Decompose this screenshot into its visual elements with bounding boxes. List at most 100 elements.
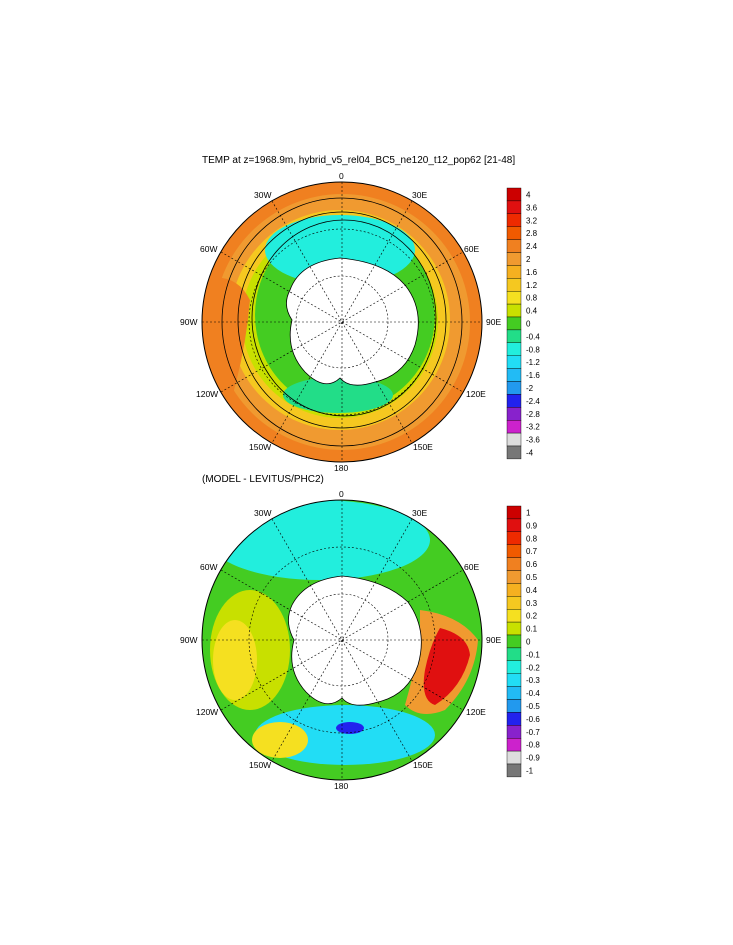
top-colorbar-label-1: 3.6 bbox=[526, 203, 538, 212]
bottom-colorbar-swatch-7 bbox=[506, 596, 522, 610]
bottom-colorbar-swatch-6 bbox=[506, 583, 522, 597]
bottom-colorbar-swatch-9 bbox=[506, 621, 522, 636]
bottom-antarctica bbox=[288, 575, 422, 706]
bottom-colorbar-swatch-18 bbox=[506, 738, 522, 752]
bottom-colorbar-label-10: 0 bbox=[526, 637, 531, 646]
top-lon-120e: 120E bbox=[466, 389, 486, 399]
top-graticule bbox=[202, 182, 482, 462]
bottom-field-blue-patch bbox=[336, 722, 364, 734]
bottom-lon-60e: 60E bbox=[464, 562, 479, 572]
top-colorbar-swatch-5 bbox=[506, 252, 522, 266]
bottom-lon-150w: 150W bbox=[249, 760, 271, 770]
bottom-map: 0 30E 60E 90E 120E 150E 180 150W 120W 90… bbox=[180, 489, 501, 791]
top-contour3 bbox=[251, 219, 437, 417]
bottom-lon-90w: 90W bbox=[180, 635, 197, 645]
bottom-colorbar-label-12: -0.2 bbox=[526, 663, 540, 672]
top-colorbar-label-4: 2.4 bbox=[526, 242, 538, 251]
bottom-colorbar-label-20: -1 bbox=[526, 766, 534, 775]
top-colorbar-label-13: -1.2 bbox=[526, 358, 540, 367]
bottom-colorbar-label-4: 0.6 bbox=[526, 560, 538, 569]
bottom-colorbar-swatch-8 bbox=[506, 609, 522, 623]
bottom-colorbar-label-7: 0.3 bbox=[526, 599, 538, 608]
bottom-colorbar-swatch-2 bbox=[506, 531, 522, 545]
top-colorbar-swatch-16 bbox=[506, 394, 522, 408]
bottom-field-cyan-north bbox=[210, 500, 430, 580]
bottom-graticule bbox=[202, 500, 482, 780]
bottom-field-red-east bbox=[423, 628, 470, 705]
bottom-colorbar-swatch-16 bbox=[506, 712, 522, 726]
top-colorbar-swatch-12 bbox=[506, 342, 522, 356]
bottom-colorbar-swatch-0 bbox=[506, 505, 522, 520]
bottom-colorbar-swatch-17 bbox=[506, 725, 522, 739]
top-colorbar-swatch-9 bbox=[506, 303, 522, 318]
bottom-lon-30e: 30E bbox=[412, 508, 427, 518]
top-colorbar-swatch-10 bbox=[506, 316, 522, 331]
bottom-colorbar-swatch-4 bbox=[506, 557, 522, 571]
bottom-lon-150e: 150E bbox=[413, 760, 433, 770]
top-colorbar-swatch-19 bbox=[506, 432, 522, 447]
bottom-lon-90e: 90E bbox=[486, 635, 501, 645]
top-panel-title: TEMP at z=1968.9m, hybrid_v5_rel04_BC5_n… bbox=[202, 155, 516, 166]
top-colorbar-swatch-6 bbox=[506, 265, 522, 279]
bottom-colorbar-swatch-5 bbox=[506, 570, 522, 584]
bottom-colorbar-swatch-11 bbox=[506, 647, 522, 662]
bottom-colorbar-swatch-20 bbox=[506, 763, 522, 778]
bottom-lon-30w: 30W bbox=[254, 508, 271, 518]
top-colorbar-label-12: -0.8 bbox=[526, 345, 540, 354]
bottom-colorbar-swatch-13 bbox=[506, 673, 522, 687]
top-colorbar-swatch-8 bbox=[506, 291, 522, 305]
bottom-lon-120w: 120W bbox=[196, 707, 218, 717]
bottom-lon-0: 0 bbox=[339, 489, 344, 499]
bottom-colorbar-label-9: 0.1 bbox=[526, 625, 538, 634]
top-map: 0 30E 60E 90E 120E 150E 180 150W 120W 90… bbox=[180, 171, 501, 473]
top-lon-180: 180 bbox=[334, 463, 348, 473]
top-lon-90e: 90E bbox=[486, 317, 501, 327]
bottom-lon-120e: 120E bbox=[466, 707, 486, 717]
top-colorbar-label-20: -4 bbox=[526, 448, 534, 457]
top-lon-0: 0 bbox=[339, 171, 344, 181]
bottom-colorbar-label-1: 0.9 bbox=[526, 521, 538, 530]
top-colorbar-swatch-7 bbox=[506, 278, 522, 292]
bottom-colorbar-swatch-3 bbox=[506, 544, 522, 558]
bottom-colorbar-label-17: -0.7 bbox=[526, 728, 540, 737]
bottom-colorbar-label-19: -0.9 bbox=[526, 754, 540, 763]
bottom-colorbar-swatch-1 bbox=[506, 518, 522, 533]
top-colorbar-swatch-15 bbox=[506, 381, 522, 395]
top-colorbar-swatch-1 bbox=[506, 200, 522, 214]
bottom-colorbar-swatch-14 bbox=[506, 686, 522, 700]
top-colorbar-label-19: -3.6 bbox=[526, 436, 540, 445]
top-antarctica bbox=[286, 257, 419, 386]
top-lon-120w: 120W bbox=[196, 389, 218, 399]
top-colorbar-swatch-13 bbox=[506, 355, 522, 369]
top-lon-30w: 30W bbox=[254, 190, 271, 200]
top-colorbar-label-18: -3.2 bbox=[526, 423, 540, 432]
top-lon-90w: 90W bbox=[180, 317, 197, 327]
top-lon-60w: 60W bbox=[200, 244, 217, 254]
bottom-colorbar-label-11: -0.1 bbox=[526, 650, 540, 659]
top-colorbar-swatch-3 bbox=[506, 226, 522, 240]
bottom-colorbar-swatch-10 bbox=[506, 634, 522, 649]
top-colorbar-label-11: -0.4 bbox=[526, 332, 540, 341]
top-field-teal-south bbox=[283, 377, 393, 413]
top-colorbar-label-14: -1.6 bbox=[526, 371, 540, 380]
top-lon-150w: 150W bbox=[249, 442, 271, 452]
top-colorbar-swatch-14 bbox=[506, 368, 522, 382]
bottom-colorbar-label-14: -0.4 bbox=[526, 689, 540, 698]
top-colorbar-label-3: 2.8 bbox=[526, 229, 538, 238]
bottom-colorbar-label-0: 1 bbox=[526, 508, 531, 517]
top-lon-30e: 30E bbox=[412, 190, 427, 200]
top-colorbar: 4 3.6 3.2 2.8 2.4 2 1.6 1.2 0.8 0.4 0 -0.4 -0.8 -1.2 -… bbox=[506, 187, 540, 460]
bottom-lon-60w: 60W bbox=[200, 562, 217, 572]
bottom-colorbar-swatch-15 bbox=[506, 699, 522, 713]
top-colorbar-swatch-20 bbox=[506, 445, 522, 460]
top-colorbar-swatch-17 bbox=[506, 407, 522, 421]
top-colorbar-label-8: 0.8 bbox=[526, 294, 538, 303]
top-colorbar-label-15: -2 bbox=[526, 384, 534, 393]
top-colorbar-label-17: -2.8 bbox=[526, 410, 540, 419]
bottom-colorbar-label-13: -0.3 bbox=[526, 676, 540, 685]
top-colorbar-swatch-11 bbox=[506, 329, 522, 343]
top-colorbar-swatch-0 bbox=[506, 187, 522, 202]
bottom-colorbar-label-18: -0.8 bbox=[526, 741, 540, 750]
top-colorbar-label-16: -2.4 bbox=[526, 397, 540, 406]
